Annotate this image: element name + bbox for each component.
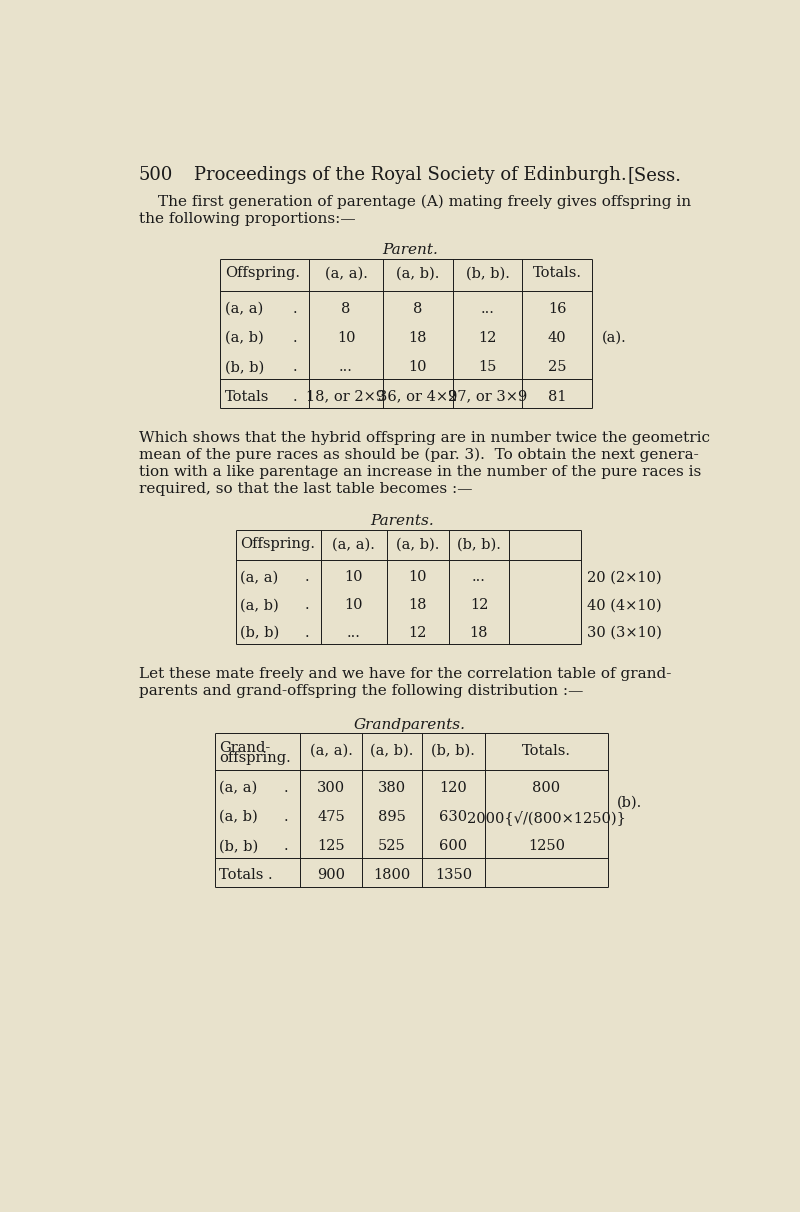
Text: 30 (3×10): 30 (3×10) [586, 625, 662, 640]
Text: .: . [305, 625, 310, 640]
Text: ...: ... [339, 360, 353, 375]
Text: 18: 18 [409, 331, 427, 345]
Text: mean of the pure races as should be (par. 3).  To obtain the next genera-: mean of the pure races as should be (par… [138, 448, 698, 463]
Text: the following proportions:—: the following proportions:— [138, 212, 355, 225]
Text: (b, b): (b, b) [219, 839, 258, 853]
Text: 125: 125 [317, 839, 345, 853]
Text: Totals: Totals [225, 389, 269, 404]
Text: (b, b): (b, b) [240, 625, 279, 640]
Text: .: . [284, 781, 288, 795]
Text: .: . [293, 360, 298, 375]
Text: Totals.: Totals. [533, 267, 582, 280]
Text: required, so that the last table becomes :—: required, so that the last table becomes… [138, 482, 472, 496]
Text: 8: 8 [413, 302, 422, 316]
Text: .: . [305, 599, 310, 612]
Text: 81: 81 [548, 389, 566, 404]
Text: 15: 15 [478, 360, 497, 375]
Text: 1250: 1250 [528, 839, 565, 853]
Text: (b).: (b). [617, 795, 642, 810]
Text: 12: 12 [478, 331, 497, 345]
Text: (a, b).: (a, b). [370, 744, 414, 758]
Text: (a, b): (a, b) [240, 599, 279, 612]
Text: (a).: (a). [602, 331, 626, 345]
Text: 800: 800 [532, 781, 561, 795]
Text: 10: 10 [345, 571, 363, 584]
Text: 1800: 1800 [373, 869, 410, 882]
Text: parents and grand-offspring the following distribution :—: parents and grand-offspring the followin… [138, 684, 583, 698]
Text: (a, a): (a, a) [225, 302, 263, 316]
Text: 12: 12 [409, 625, 427, 640]
Text: The first generation of parentage (A) mating freely gives offspring in: The first generation of parentage (A) ma… [158, 195, 691, 210]
Text: Offspring.: Offspring. [225, 267, 300, 280]
Text: Which shows that the hybrid offspring are in number twice the geometric: Which shows that the hybrid offspring ar… [138, 431, 710, 445]
Text: tion with a like parentage an increase in the number of the pure races is: tion with a like parentage an increase i… [138, 465, 701, 479]
Text: ...: ... [481, 302, 494, 316]
Text: (a, a).: (a, a). [325, 267, 367, 280]
Text: ...: ... [347, 625, 361, 640]
Text: 380: 380 [378, 781, 406, 795]
Text: (b, b).: (b, b). [431, 744, 475, 758]
Text: 40: 40 [548, 331, 566, 345]
Text: (a, a).: (a, a). [332, 537, 375, 551]
Text: 525: 525 [378, 839, 406, 853]
Text: 2000{√/(800×1250)}: 2000{√/(800×1250)} [467, 810, 626, 825]
Text: [Sess.: [Sess. [627, 166, 682, 184]
Text: 10: 10 [409, 360, 427, 375]
Text: 10: 10 [345, 599, 363, 612]
Text: .: . [293, 389, 298, 404]
Text: ...: ... [472, 571, 486, 584]
Text: 10: 10 [337, 331, 355, 345]
Text: 12: 12 [470, 599, 488, 612]
Text: 18, or 2×9: 18, or 2×9 [306, 389, 386, 404]
Text: 600: 600 [439, 839, 467, 853]
Text: Grandparents.: Grandparents. [354, 718, 466, 732]
Text: 25: 25 [548, 360, 566, 375]
Text: .: . [284, 810, 288, 824]
Text: (a, b).: (a, b). [396, 267, 439, 280]
Text: (a, a): (a, a) [219, 781, 258, 795]
Text: (a, a): (a, a) [240, 571, 278, 584]
Text: 120: 120 [439, 781, 467, 795]
Text: Grand-: Grand- [219, 741, 270, 755]
Text: 18: 18 [470, 625, 488, 640]
Text: (a, a).: (a, a). [310, 744, 352, 758]
Text: Totals .: Totals . [219, 869, 273, 882]
Text: 300: 300 [317, 781, 345, 795]
Text: .: . [293, 331, 298, 345]
Text: Parents.: Parents. [370, 514, 434, 528]
Text: 630: 630 [439, 810, 467, 824]
Text: .: . [293, 302, 298, 316]
Text: 895: 895 [378, 810, 406, 824]
Text: Proceedings of the Royal Society of Edinburgh.: Proceedings of the Royal Society of Edin… [194, 166, 626, 184]
Text: 900: 900 [317, 869, 345, 882]
Text: .: . [305, 571, 310, 584]
Text: (b, b).: (b, b). [457, 537, 501, 551]
Text: 1350: 1350 [435, 869, 472, 882]
Text: Parent.: Parent. [382, 244, 438, 257]
Text: 40 (4×10): 40 (4×10) [586, 599, 662, 612]
Text: Let these mate freely and we have for the correlation table of grand-: Let these mate freely and we have for th… [138, 667, 671, 681]
Text: 27, or 3×9: 27, or 3×9 [448, 389, 527, 404]
Text: Offspring.: Offspring. [240, 537, 315, 551]
Text: (b, b).: (b, b). [466, 267, 510, 280]
Text: 18: 18 [409, 599, 427, 612]
Text: (a, b).: (a, b). [396, 537, 439, 551]
Text: 16: 16 [548, 302, 566, 316]
Text: offspring.: offspring. [219, 751, 291, 766]
Text: 36, or 4×9: 36, or 4×9 [378, 389, 458, 404]
Text: (a, b): (a, b) [225, 331, 263, 345]
Text: 8: 8 [342, 302, 350, 316]
Text: .: . [284, 839, 288, 853]
Text: Totals.: Totals. [522, 744, 571, 758]
Text: 20 (2×10): 20 (2×10) [586, 571, 662, 584]
Text: 500: 500 [138, 166, 173, 184]
Text: 10: 10 [409, 571, 427, 584]
Text: 475: 475 [317, 810, 345, 824]
Text: (b, b): (b, b) [225, 360, 264, 375]
Text: (a, b): (a, b) [219, 810, 258, 824]
